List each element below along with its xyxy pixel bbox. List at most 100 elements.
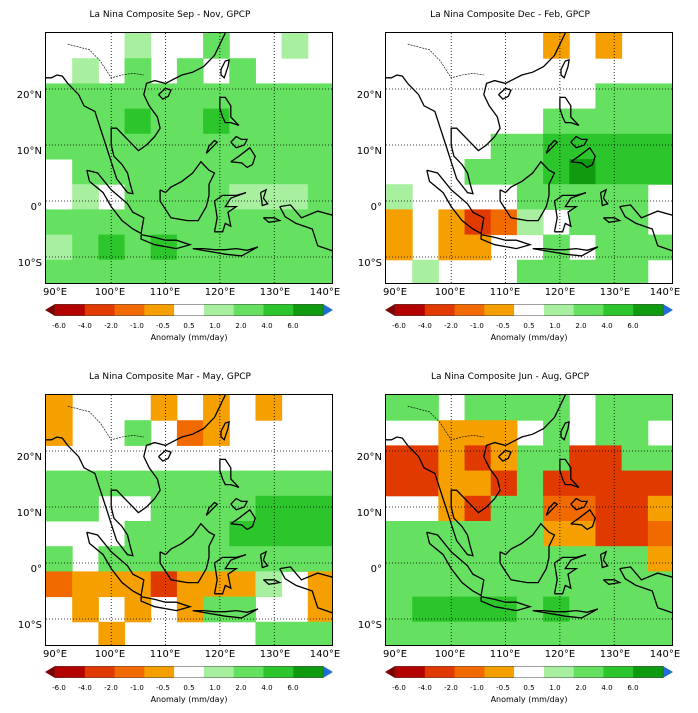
anomaly-cell: [281, 259, 309, 283]
colorbar-swatch: [454, 304, 485, 316]
anomaly-cell: [490, 209, 518, 236]
colorbar-swatch: [484, 304, 515, 316]
anomaly-cell: [72, 571, 99, 598]
cbar-tick: -2.0: [104, 322, 118, 330]
anomaly-cell: [621, 108, 649, 135]
anomaly-cell: [595, 395, 623, 421]
anomaly-cell: [46, 259, 73, 283]
coastline: [230, 135, 249, 149]
cbar-tick: 4.0: [261, 684, 273, 692]
anomaly-cell: [543, 259, 570, 283]
anomaly-cell: [46, 133, 73, 160]
anomaly-cell: [281, 495, 309, 522]
anomaly-cell: [72, 184, 99, 210]
lon-label-120e: 120°E: [544, 649, 576, 660]
cbar-tick: -1.0: [130, 322, 144, 330]
colorbar-swatch: [174, 304, 205, 316]
anomaly-cell: [124, 58, 152, 84]
anomaly-cell: [516, 546, 544, 572]
anomaly-cell: [647, 445, 672, 472]
coastline: [140, 233, 193, 250]
anomaly-cell: [124, 83, 152, 110]
lon-label-130e: 130°E: [259, 649, 291, 660]
anomaly-cell: [203, 470, 230, 497]
coastline: [559, 96, 580, 127]
anomaly-cell: [281, 33, 309, 59]
anomaly-cell: [543, 108, 570, 135]
colorbar-swatch: [395, 666, 426, 678]
anomaly-cell: [72, 209, 99, 236]
anomaly-cell: [386, 445, 413, 472]
anomaly-cell: [464, 495, 492, 522]
anomaly-cell: [516, 621, 544, 645]
cbar-tick: 0.5: [523, 322, 535, 330]
panel-jja: La Nina Composite Jun - Aug, GPCP 20°N 1…: [340, 362, 680, 712]
anomaly-cell: [255, 133, 283, 160]
colorbar-swatch: [633, 304, 664, 316]
anomaly-cell: [490, 621, 518, 645]
colorbar: [385, 304, 673, 316]
anomaly-cell: [124, 234, 152, 261]
coastline: [545, 501, 559, 516]
anomaly-cell: [46, 108, 73, 135]
anomaly-cell: [569, 209, 596, 236]
anomaly-cell: [176, 133, 204, 160]
anomaly-cell: [72, 596, 99, 623]
anomaly-cell: [98, 209, 126, 236]
cbar-tick: 0.5: [523, 684, 535, 692]
panel-mam: La Nina Composite Mar - May, GPCP 20°N 1…: [0, 362, 340, 712]
anomaly-cell: [203, 83, 230, 110]
anomaly-cell: [543, 159, 570, 185]
anomaly-cell: [98, 546, 126, 572]
coastline: [67, 33, 226, 195]
anomaly-cell: [438, 621, 466, 645]
anomaly-cell: [464, 571, 492, 598]
anomaly-cell: [621, 495, 649, 522]
colorbar-border: [394, 666, 664, 678]
anomaly-cell: [307, 83, 332, 110]
colorbar-swatch: [174, 666, 205, 678]
coastline: [205, 139, 219, 154]
coastline: [426, 169, 485, 235]
anomaly-cell: [464, 621, 492, 645]
map-svg: [386, 33, 672, 283]
colorbar-swatch: [144, 666, 175, 678]
anomaly-cell: [281, 521, 309, 547]
lat-label-20n: 20°N: [16, 90, 42, 101]
coastline: [158, 87, 172, 100]
coastline: [499, 522, 556, 584]
anomaly-cell: [569, 108, 596, 135]
anomaly-cell: [490, 495, 518, 522]
lat-label-20n: 20°N: [16, 452, 42, 463]
anomaly-cell: [543, 621, 570, 645]
lon-label-120e: 120°E: [544, 287, 576, 298]
colorbar-label: Anomaly (mm/day): [150, 695, 228, 704]
anomaly-cell: [229, 571, 256, 598]
anomaly-cell: [229, 108, 256, 135]
colorbar-border: [54, 666, 324, 678]
anomaly-cell: [595, 33, 623, 59]
colorbar-swatch: [84, 304, 116, 316]
anomaly-cell: [307, 596, 332, 623]
anomaly-cell: [150, 571, 178, 598]
anomaly-cell: [516, 470, 544, 497]
anomaly-cell: [255, 159, 283, 185]
coastline: [279, 204, 332, 252]
anomaly-cell: [386, 521, 413, 547]
anomaly-cell: [46, 234, 73, 261]
anomaly-cell: [621, 234, 649, 261]
anomaly-cell: [176, 184, 204, 210]
cbar-tick: -4.0: [78, 684, 92, 692]
anomaly-cell: [595, 521, 623, 547]
cbar-tick: 2.0: [235, 322, 247, 330]
cbar-tick: -6.0: [52, 322, 66, 330]
anomaly-cell: [255, 470, 283, 497]
anomaly-cell: [203, 33, 230, 59]
anomaly-cell: [281, 234, 309, 261]
coastline: [426, 531, 485, 597]
cbar-tick: -1.0: [130, 684, 144, 692]
anomaly-cell: [516, 133, 544, 160]
coastline: [553, 553, 587, 595]
coastline: [559, 458, 580, 489]
anomaly-cell: [229, 596, 256, 623]
